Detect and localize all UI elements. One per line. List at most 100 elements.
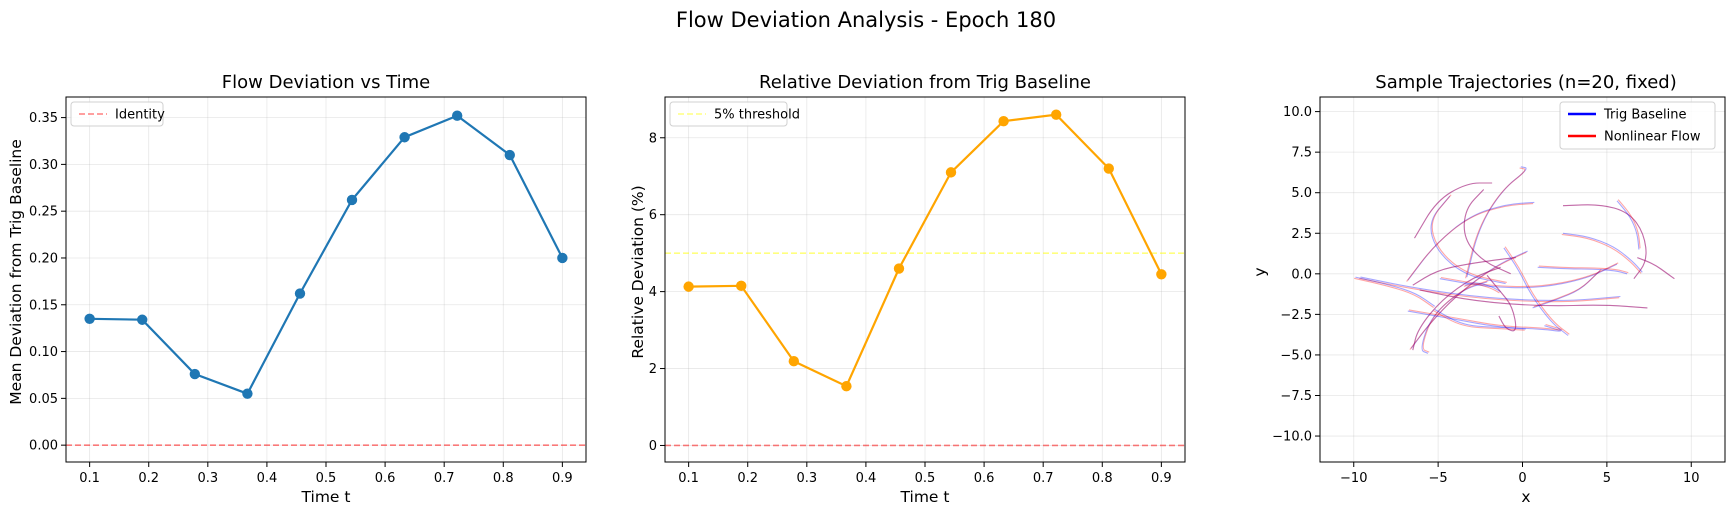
data-point	[557, 252, 568, 264]
plot-area	[1354, 166, 1675, 354]
trajectory-nonlinear	[1440, 262, 1619, 288]
trajectory-nonlinear	[1412, 257, 1516, 286]
x-axis-label: Time t	[301, 488, 351, 506]
x-tick-label: 0.7	[1033, 471, 1054, 486]
data-point	[294, 288, 306, 299]
plot-area	[66, 110, 586, 446]
x-tick-label: 0.8	[1092, 471, 1113, 486]
data-point	[841, 381, 852, 392]
y-tick-label: 6	[649, 208, 657, 223]
trajectory-nonlinear	[1433, 310, 1525, 331]
data-point	[1156, 269, 1167, 280]
trajectory-nonlinear	[1354, 277, 1434, 308]
figure-suptitle: Flow Deviation Analysis - Epoch 180	[676, 8, 1056, 32]
y-tick-label: 4	[649, 285, 657, 300]
y-tick-label: −7.5	[1280, 389, 1312, 404]
y-tick-label: 2	[649, 362, 657, 377]
x-tick-label: 0.3	[796, 471, 817, 486]
y-tick-label: 8	[649, 131, 657, 146]
data-point	[399, 132, 410, 143]
legend-box	[669, 101, 788, 127]
x-tick-label: 0.4	[257, 471, 278, 486]
x-tick-label: 10	[1683, 471, 1700, 486]
trajectory-nonlinear	[1431, 194, 1507, 283]
data-point	[788, 356, 800, 367]
trajectory-nonlinear	[1422, 280, 1489, 353]
x-tick-label: 0.6	[375, 471, 396, 486]
chart-title: Flow Deviation vs Time	[222, 72, 430, 93]
legend: Identity	[70, 101, 165, 127]
trajectory-trig	[1421, 281, 1488, 354]
trajectory-nonlinear	[1486, 275, 1517, 332]
trajectory-trig	[1466, 166, 1527, 278]
x-tick-label: 0.5	[915, 471, 936, 486]
y-tick-label: 0.10	[29, 345, 58, 360]
data-point	[137, 314, 148, 325]
trajectory-nonlinear	[1637, 257, 1675, 280]
y-tick-label: 0.15	[29, 298, 58, 313]
legend: 5% threshold	[669, 101, 800, 127]
y-tick-label: −10.0	[1272, 430, 1312, 445]
trajectory-trig	[1355, 276, 1436, 307]
x-tick-label: 0.3	[197, 471, 218, 486]
trajectory-trig	[1562, 232, 1643, 273]
y-tick-label: 2.5	[1291, 227, 1312, 242]
x-tick-label: 0.9	[552, 471, 573, 486]
trajectory-nonlinear	[1412, 266, 1501, 351]
trajectory-trig	[1486, 275, 1517, 332]
y-tick-label: 7.5	[1291, 146, 1312, 161]
chart-title: Relative Deviation from Trig Baseline	[759, 72, 1091, 93]
legend-label: 5% threshold	[714, 108, 800, 123]
trajectory-trig	[1414, 182, 1493, 239]
x-tick-label: 0.9	[1151, 471, 1172, 486]
data-point	[893, 263, 905, 274]
x-tick-label: 0.7	[434, 471, 455, 486]
trajectory-nonlinear	[1463, 283, 1500, 294]
data-point	[242, 388, 253, 399]
trajectory-nonlinear	[1463, 189, 1511, 275]
trajectory-trig	[1412, 266, 1501, 351]
x-tick-label: 0.1	[678, 471, 699, 486]
y-tick-label: 0.00	[29, 439, 58, 454]
x-tick-label: 0.2	[138, 471, 159, 486]
data-point	[1103, 163, 1114, 174]
y-tick-label: −2.5	[1280, 308, 1312, 323]
y-tick-label: 0.25	[29, 205, 58, 220]
data-point	[346, 194, 358, 206]
data-point	[1050, 109, 1062, 120]
trajectory-trig	[1537, 266, 1628, 275]
chart-relative-deviation: Relative Deviation from Trig Baseline Ti…	[629, 72, 1186, 506]
grid	[1320, 97, 1725, 462]
x-tick-label: −10	[1340, 471, 1367, 486]
data-point	[998, 116, 1009, 127]
chart-flow-deviation: Flow Deviation vs Time Time t Mean Devia…	[7, 72, 587, 506]
x-axis-label: x	[1521, 488, 1530, 506]
chart-sample-trajectories: Sample Trajectories (n=20, fixed) x y −1…	[1251, 72, 1726, 506]
x-tick-label: 0.6	[974, 471, 995, 486]
trajectory-trig	[1410, 250, 1528, 349]
trajectory-nonlinear	[1408, 309, 1563, 331]
trajectory-trig	[1407, 201, 1535, 281]
trajectory-trig	[1419, 289, 1648, 309]
x-tick-label: 0.2	[737, 471, 758, 486]
y-axis-label: y	[1251, 267, 1269, 276]
trajectory-trig	[1434, 309, 1526, 330]
legend-label: Nonlinear Flow	[1604, 130, 1701, 145]
trajectory-nonlinear	[1617, 199, 1641, 249]
x-tick-label: 0.1	[79, 471, 100, 486]
trajectory-nonlinear	[1409, 251, 1527, 350]
series-line	[89, 114, 564, 396]
trajectory-nonlinear	[1533, 269, 1602, 308]
y-tick-label: 0.05	[29, 392, 58, 407]
trajectory-nonlinear	[1359, 277, 1620, 303]
trajectory-trig	[1637, 257, 1675, 280]
trajectory-nonlinear	[1561, 233, 1642, 274]
trajectory-nonlinear	[1406, 203, 1534, 282]
y-tick-label: −5.0	[1280, 348, 1312, 363]
chart-title: Sample Trajectories (n=20, fixed)	[1375, 72, 1676, 93]
y-axis-label: Relative Deviation (%)	[629, 185, 647, 358]
trajectory-nonlinear	[1562, 204, 1647, 280]
y-tick-label: 10.0	[1283, 105, 1312, 120]
plot-area	[665, 109, 1185, 447]
